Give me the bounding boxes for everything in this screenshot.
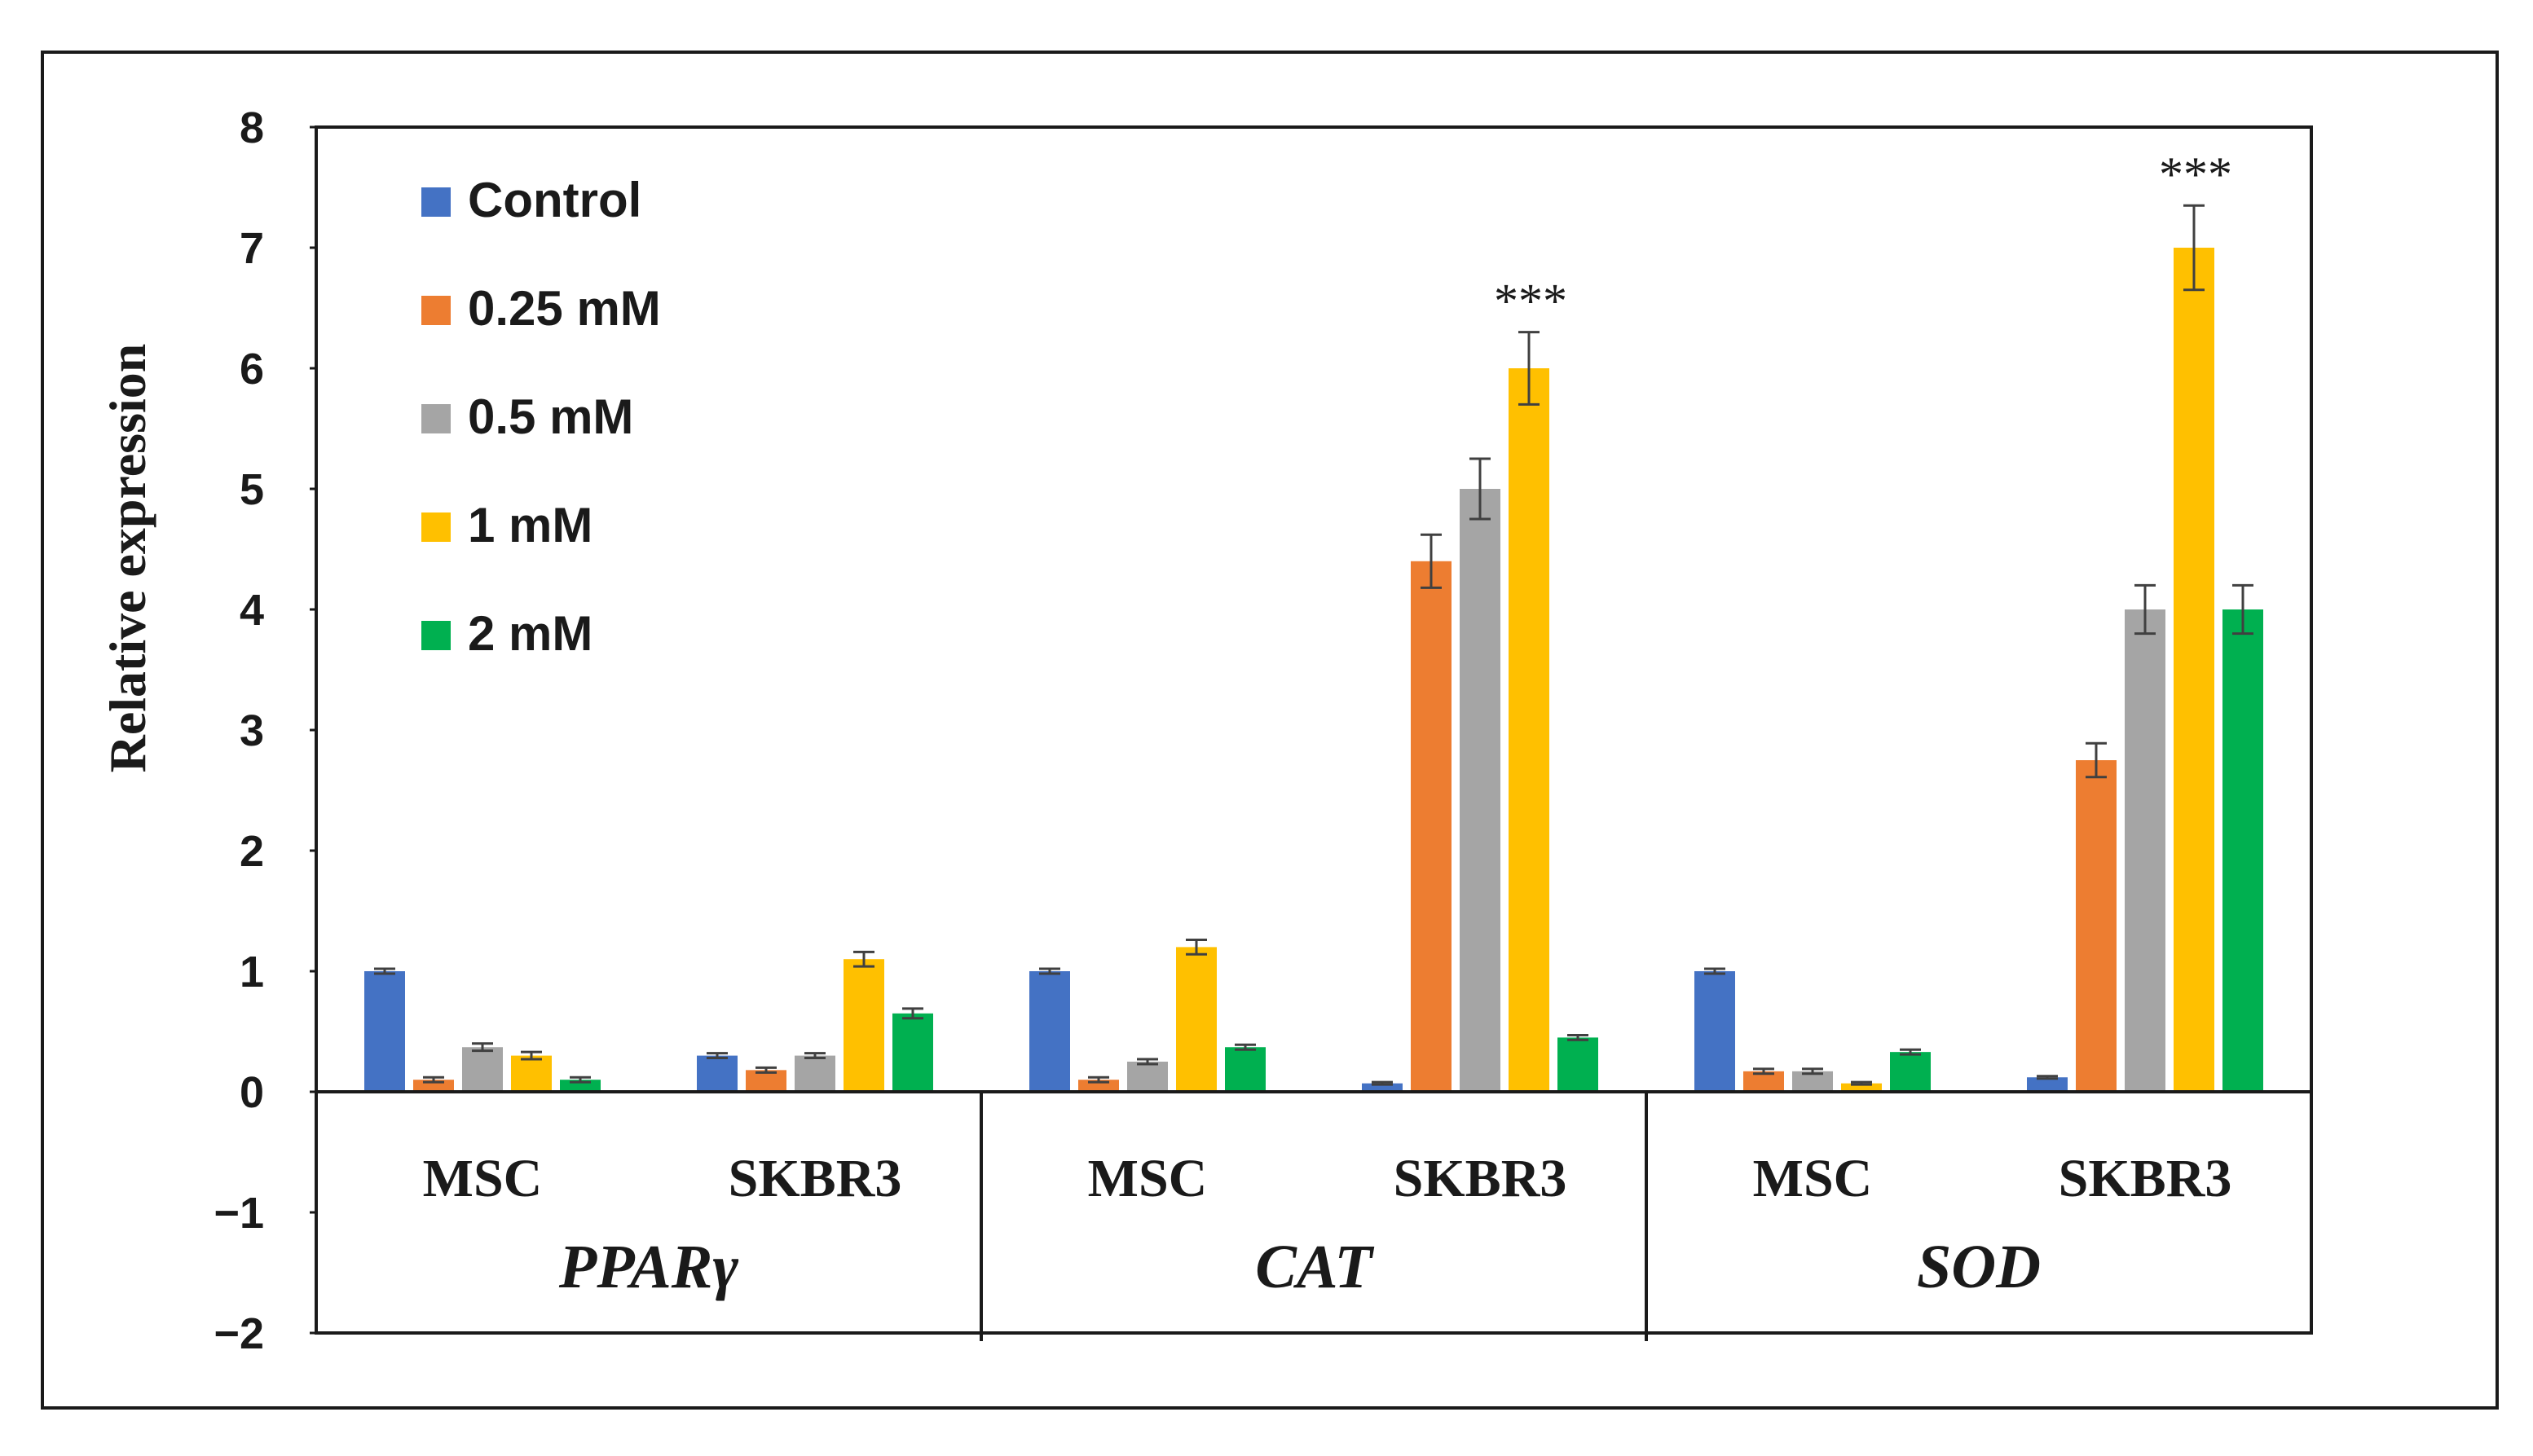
cell-line-label: MSC (423, 1149, 543, 1208)
y-tick-label: 1 (240, 948, 264, 996)
gene-label: SOD (1917, 1233, 2041, 1301)
y-tick-label: 0 (240, 1068, 264, 1117)
legend-swatch (421, 187, 451, 217)
cell-line-label: SKBR3 (729, 1149, 902, 1208)
legend-swatch (421, 296, 451, 325)
bar (1362, 1083, 1403, 1092)
bar (1127, 1062, 1168, 1092)
y-tick-label: −1 (214, 1189, 264, 1238)
bar (1176, 947, 1217, 1092)
y-axis-label: Relative expression (99, 344, 156, 773)
bar (1029, 971, 1070, 1092)
bar (2125, 609, 2165, 1092)
bar (2027, 1077, 2068, 1092)
bar (1509, 368, 1549, 1092)
cell-line-label: MSC (1088, 1149, 1208, 1208)
bar (795, 1055, 835, 1092)
y-tick-label: 6 (240, 345, 264, 394)
legend-entry: 2 mM (468, 606, 593, 661)
bar (1460, 489, 1500, 1092)
legend-entry: 1 mM (468, 498, 593, 552)
bar (2076, 760, 2117, 1092)
legend-swatch (421, 621, 451, 650)
significance-marker: *** (1494, 275, 1567, 328)
y-tick-label: 7 (240, 224, 264, 273)
legend-swatch (421, 512, 451, 542)
bar (1841, 1083, 1882, 1092)
figure-frame (41, 51, 2499, 1410)
bar (1694, 971, 1735, 1092)
cell-line-label: SKBR3 (1394, 1149, 1567, 1208)
y-tick-label: 4 (240, 586, 264, 635)
cell-line-label: MSC (1753, 1149, 1873, 1208)
bar (2174, 248, 2214, 1092)
bar (1225, 1047, 1266, 1092)
bar (697, 1055, 738, 1092)
bar (1557, 1037, 1598, 1092)
bar (1411, 561, 1452, 1092)
gene-label: PPARγ (558, 1233, 739, 1301)
bar (1890, 1052, 1931, 1092)
legend-entry: 0.5 mM (468, 389, 633, 444)
bar (892, 1013, 933, 1092)
bar (364, 971, 405, 1092)
y-tick-label: 8 (240, 103, 264, 152)
legend-entry: Control (468, 173, 641, 227)
y-tick-label: 5 (240, 465, 264, 514)
y-tick-label: 2 (240, 827, 264, 876)
y-tick-label: 3 (240, 706, 264, 755)
y-tick-label: −2 (214, 1309, 264, 1358)
bar (462, 1047, 503, 1092)
bar (844, 959, 884, 1092)
cell-line-label: SKBR3 (2059, 1149, 2232, 1208)
significance-marker: *** (2159, 147, 2232, 201)
legend-swatch (421, 404, 451, 433)
legend-entry: 0.25 mM (468, 281, 661, 336)
bar (511, 1055, 552, 1092)
bar (2222, 609, 2263, 1092)
gene-label: CAT (1255, 1233, 1374, 1301)
